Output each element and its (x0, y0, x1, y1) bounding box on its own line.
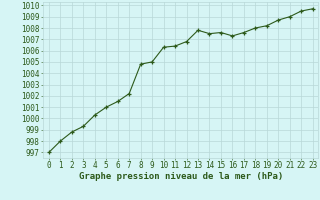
X-axis label: Graphe pression niveau de la mer (hPa): Graphe pression niveau de la mer (hPa) (79, 172, 283, 181)
